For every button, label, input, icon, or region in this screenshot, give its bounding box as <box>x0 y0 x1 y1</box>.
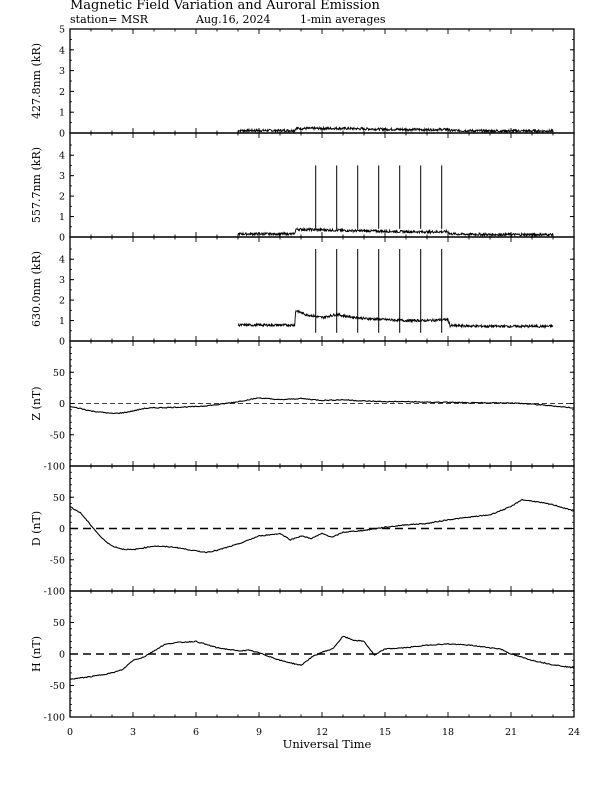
y-tick-label: 1 <box>59 316 65 327</box>
station-label: station= MSR <box>70 13 149 26</box>
panel-3: 0 1 2 3 4 630.0nm (kR) <box>30 236 575 348</box>
panel-frame <box>69 28 575 134</box>
x-tick-label: 21 <box>505 727 517 738</box>
y-tick-label: 0 <box>59 399 65 410</box>
y-tick-label: -100 <box>44 462 65 473</box>
series-line <box>237 309 554 329</box>
y-tick-label: -100 <box>44 713 65 724</box>
series-line <box>237 125 554 134</box>
series-line <box>69 397 575 415</box>
y-tick-label: 0 <box>59 233 65 244</box>
y-tick-label: 0 <box>59 650 65 661</box>
y-tick-label: 50 <box>53 368 65 379</box>
y-axis-label: 557.7nm (kR) <box>30 147 43 223</box>
y-tick-label: 0 <box>59 524 65 535</box>
y-tick-label: 0 <box>59 129 65 140</box>
series-line <box>69 635 575 680</box>
x-tick-label: 18 <box>442 727 454 738</box>
averaging-label: 1-min averages <box>300 13 386 26</box>
y-tick-label: 1 <box>59 108 65 119</box>
panel-frame <box>69 132 575 238</box>
y-axis-label: H (nT) <box>30 636 43 672</box>
y-tick-label: 1 <box>59 212 65 223</box>
y-axis-label: Z (nT) <box>30 386 43 420</box>
y-tick-label: 4 <box>59 255 65 266</box>
series-line <box>237 226 554 238</box>
x-tick-labels: 0 3 6 9 12 15 18 21 24 <box>67 727 580 738</box>
y-tick-label: 0 <box>59 337 65 348</box>
y-tick-label: 2 <box>59 296 65 307</box>
panel-6: -100 -50 0 50 H (nT) <box>30 590 575 724</box>
y-axis-label: D (nT) <box>30 511 43 546</box>
y-tick-label: 4 <box>59 45 65 56</box>
panel-1: 0 1 2 3 4 5 427.8nm (kR) <box>30 25 575 140</box>
panel-2: 0 1 2 3 4 557.7nm (kR) <box>30 132 575 244</box>
chart-title: Magnetic Field Variation and Auroral Emi… <box>70 0 380 13</box>
x-tick-label: 3 <box>130 727 136 738</box>
y-tick-label: -50 <box>50 555 65 566</box>
y-tick-label: -100 <box>44 587 65 598</box>
panel-4: -100 -50 0 50 Z (nT) <box>30 340 575 473</box>
x-tick-label: 24 <box>568 727 580 738</box>
y-tick-label: 3 <box>59 275 65 286</box>
x-tick-label: 12 <box>316 727 328 738</box>
y-tick-label: 50 <box>53 493 65 504</box>
x-tick-label: 15 <box>379 727 391 738</box>
y-tick-label: 3 <box>59 66 65 77</box>
date-label: Aug.16, 2024 <box>195 13 271 26</box>
series-line <box>69 499 574 554</box>
x-tick-label: 9 <box>256 727 262 738</box>
x-axis-label: Universal Time <box>283 737 372 751</box>
y-axis-label: 427.8nm (kR) <box>30 43 43 119</box>
y-tick-label: -50 <box>50 681 65 692</box>
y-tick-label: 4 <box>59 151 65 162</box>
y-tick-label: 5 <box>59 25 65 36</box>
y-tick-label: -50 <box>50 430 65 441</box>
y-tick-label: 2 <box>59 192 65 203</box>
y-tick-label: 50 <box>53 618 65 629</box>
y-tick-label: 3 <box>59 171 65 182</box>
y-tick-label: 2 <box>59 87 65 98</box>
x-tick-label: 6 <box>193 727 199 738</box>
panel-5: -100 -50 0 50 D (nT) <box>30 465 575 598</box>
y-axis-label: 630.0nm (kR) <box>30 251 43 327</box>
x-tick-label: 0 <box>67 727 73 738</box>
